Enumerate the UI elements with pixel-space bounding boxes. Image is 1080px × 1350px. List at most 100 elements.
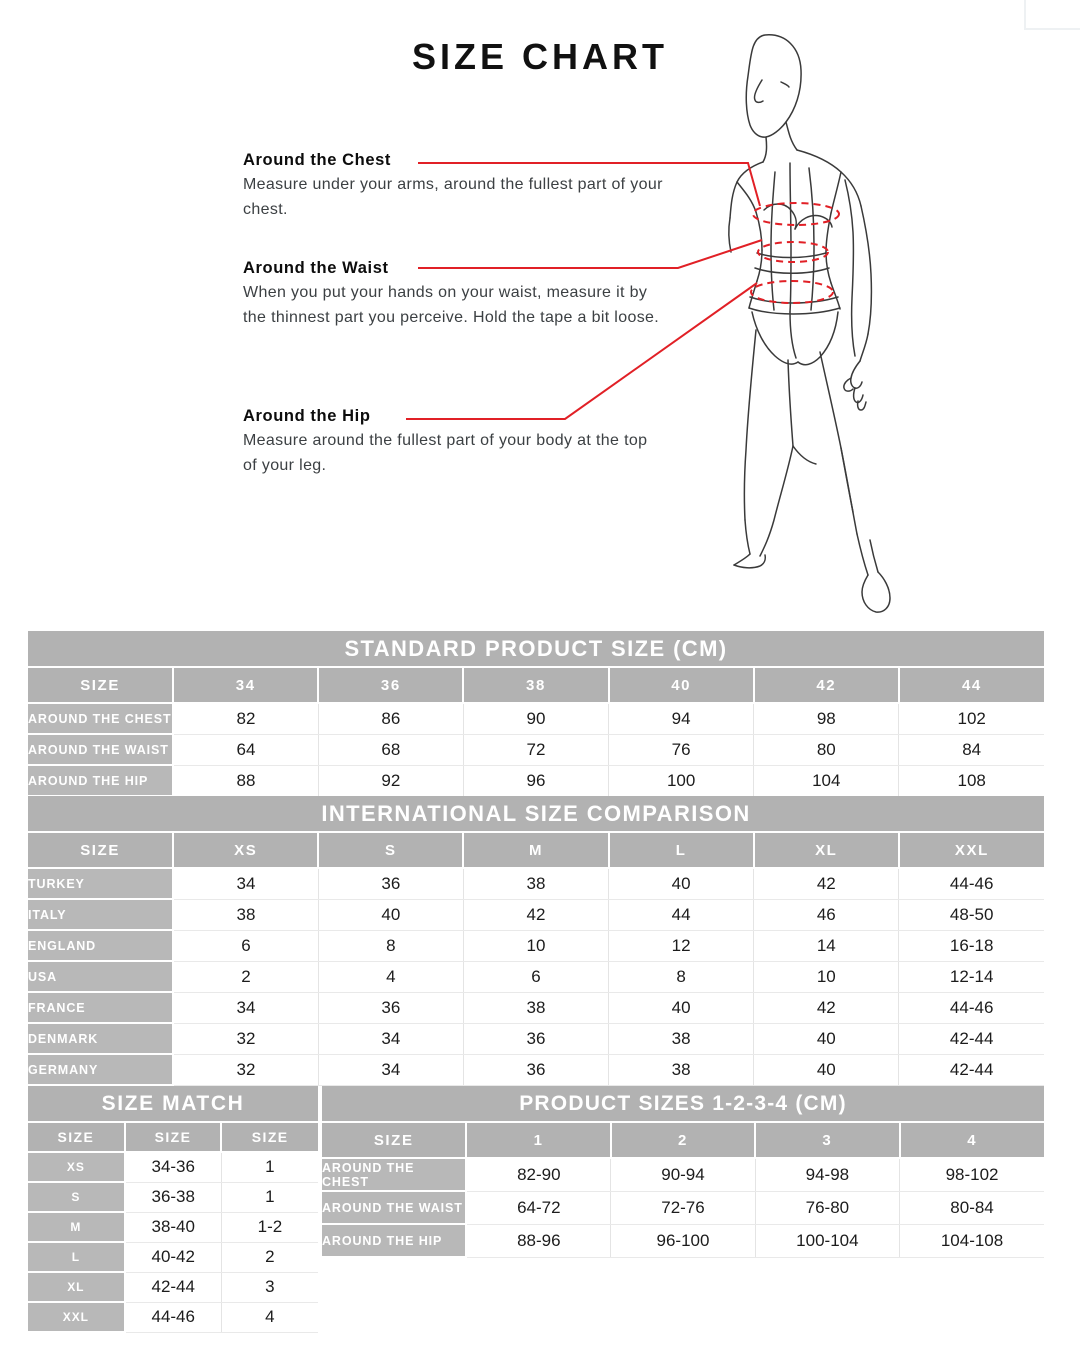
- table-standard-product-size: STANDARD PRODUCT SIZE (CM) SIZE 34 36 38 40 42…: [28, 631, 1044, 797]
- table-row: M 38-40 1-2: [28, 1212, 318, 1243]
- header-corner-size: SIZE: [28, 667, 175, 704]
- row-label: S: [28, 1182, 126, 1213]
- data-cell: 82-90: [466, 1158, 612, 1192]
- chest-leader-line: [418, 162, 761, 207]
- data-cell: 42-44: [124, 1272, 222, 1303]
- data-cell: 96-100: [610, 1224, 756, 1258]
- row-label: GERMANY: [28, 1054, 175, 1086]
- column-header-S: S: [318, 832, 465, 869]
- data-cell: 40: [608, 992, 755, 1024]
- table-caption: SIZE MATCH: [28, 1086, 318, 1123]
- data-cell: 42: [463, 899, 610, 931]
- table-row: TURKEY 34 36 38 40 42 44-46: [28, 868, 1044, 900]
- column-header-34: 34: [173, 667, 320, 704]
- data-cell: 104-108: [899, 1224, 1044, 1258]
- data-cell: 42: [753, 868, 900, 900]
- table-row: AROUND THE HIP 88-96 96-100 100-104 104-108: [322, 1224, 1044, 1258]
- data-cell: 1: [221, 1182, 318, 1213]
- data-cell: 68: [318, 734, 464, 766]
- row-label: FRANCE: [28, 992, 175, 1024]
- table-product-sizes: PRODUCT SIZES 1-2-3-4 (CM) SIZE 1 2 3 4 AROUND…: [322, 1086, 1044, 1258]
- data-cell: 98-102: [899, 1158, 1044, 1192]
- data-cell: 40-42: [124, 1242, 222, 1273]
- data-cell: 2: [173, 961, 319, 993]
- row-label: AROUND THE HIP: [322, 1224, 468, 1258]
- data-cell: 44-46: [124, 1302, 222, 1333]
- column-header-2: 2: [610, 1122, 757, 1159]
- table-international-size-comparison: INTERNATIONAL SIZE COMPARISON SIZE XS S M L XL…: [28, 796, 1044, 1086]
- data-cell: 12: [608, 930, 755, 962]
- data-cell: 36: [318, 868, 464, 900]
- data-cell: 76-80: [755, 1191, 901, 1225]
- data-cell: 40: [608, 868, 755, 900]
- column-header-2: SIZE: [221, 1122, 318, 1153]
- guide-waist-title: Around the Waist: [243, 259, 389, 277]
- column-header-M: M: [463, 832, 610, 869]
- data-cell: 36-38: [124, 1182, 222, 1213]
- data-cell: 38: [608, 1054, 755, 1086]
- data-cell: 40: [318, 899, 464, 931]
- row-label: XS: [28, 1152, 126, 1183]
- chest-ellipse: [752, 202, 840, 226]
- data-cell: 38-40: [124, 1212, 222, 1243]
- data-cell: 10: [753, 961, 900, 993]
- table-caption-row: INTERNATIONAL SIZE COMPARISON: [28, 796, 1044, 833]
- data-cell: 1: [221, 1152, 318, 1183]
- row-label: AROUND THE CHEST: [28, 703, 175, 735]
- guide-chest-body: Measure under your arms, around the full…: [243, 176, 663, 218]
- data-cell: 38: [173, 899, 319, 931]
- data-cell: 88: [173, 765, 319, 797]
- table-row: XXL 44-46 4: [28, 1302, 318, 1333]
- data-cell: 44: [608, 899, 755, 931]
- row-label: M: [28, 1212, 126, 1243]
- row-label: ENGLAND: [28, 930, 175, 962]
- table-row: AROUND THE WAIST 64 68 72 76 80 84: [28, 734, 1044, 766]
- column-header-XL: XL: [753, 832, 900, 869]
- row-label: L: [28, 1242, 126, 1273]
- table-row: AROUND THE WAIST 64-72 72-76 76-80 80-84: [322, 1191, 1044, 1225]
- data-cell: 94: [608, 703, 755, 735]
- table-caption-row: PRODUCT SIZES 1-2-3-4 (CM): [322, 1086, 1044, 1123]
- data-cell: 76: [608, 734, 755, 766]
- data-cell: 100: [608, 765, 755, 797]
- data-cell: 2: [221, 1242, 318, 1273]
- data-cell: 42-44: [898, 1054, 1044, 1086]
- column-header-L: L: [608, 832, 755, 869]
- table-caption-row: STANDARD PRODUCT SIZE (CM): [28, 631, 1044, 668]
- column-header-40: 40: [608, 667, 755, 704]
- data-cell: 90: [463, 703, 610, 735]
- data-cell: 32: [173, 1023, 319, 1055]
- data-cell: 12-14: [898, 961, 1044, 993]
- table-row: L 40-42 2: [28, 1242, 318, 1273]
- data-cell: 40: [753, 1023, 900, 1055]
- data-cell: 72: [463, 734, 610, 766]
- column-header-44: 44: [898, 667, 1044, 704]
- row-label: DENMARK: [28, 1023, 175, 1055]
- waist-ellipse: [757, 241, 829, 263]
- data-cell: 42: [753, 992, 900, 1024]
- column-header-1: SIZE: [124, 1122, 223, 1153]
- row-label: AROUND THE CHEST: [322, 1158, 468, 1192]
- data-cell: 10: [463, 930, 610, 962]
- table-header-row: SIZE 1 2 3 4: [322, 1122, 1044, 1159]
- data-cell: 4: [221, 1302, 318, 1333]
- guide-chest-title: Around the Chest: [243, 151, 392, 169]
- row-label: AROUND THE WAIST: [322, 1191, 468, 1225]
- row-label: AROUND THE HIP: [28, 765, 175, 797]
- table-header-row: SIZE SIZE SIZE: [28, 1122, 318, 1153]
- row-label: TURKEY: [28, 868, 175, 900]
- table-row: GERMANY 32 34 36 38 40 42-44: [28, 1054, 1044, 1086]
- data-cell: 94-98: [755, 1158, 901, 1192]
- guide-hip: Around the Hip Measure around the fulles…: [243, 406, 663, 478]
- data-cell: 64: [173, 734, 319, 766]
- table-row: S 36-38 1: [28, 1182, 318, 1213]
- guide-waist-body: When you put your hands on your waist, m…: [243, 284, 660, 326]
- row-label: AROUND THE WAIST: [28, 734, 175, 766]
- data-cell: 100-104: [755, 1224, 901, 1258]
- data-cell: 34: [318, 1023, 464, 1055]
- data-cell: 80-84: [899, 1191, 1044, 1225]
- column-header-0: SIZE: [28, 1122, 126, 1153]
- data-cell: 8: [608, 961, 755, 993]
- data-cell: 3: [221, 1272, 318, 1303]
